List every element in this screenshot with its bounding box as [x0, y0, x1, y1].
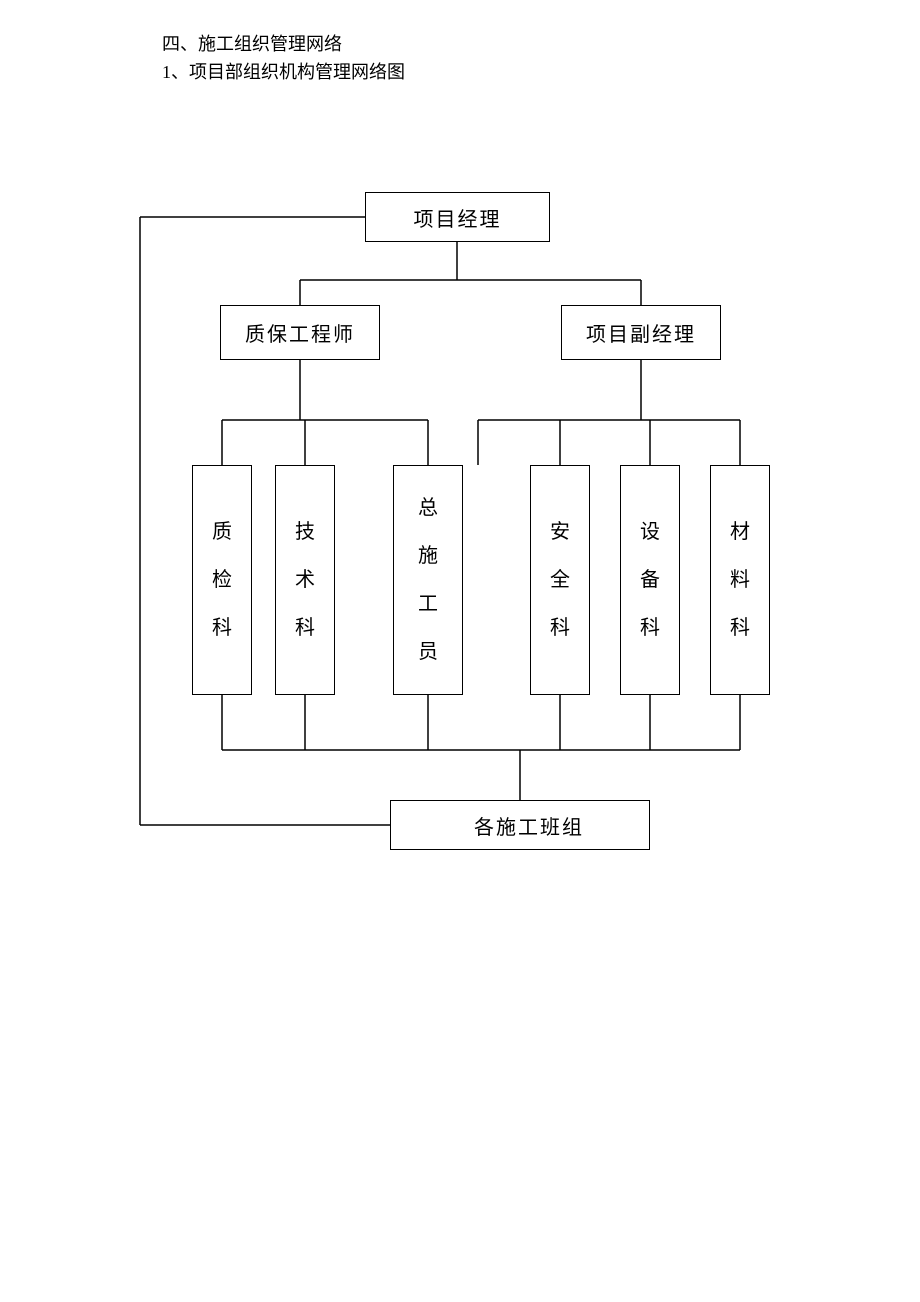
node-qc_dept: 质检科: [192, 465, 252, 695]
node-tech_dept: 技术科: [275, 465, 335, 695]
node-material: 材料科: [710, 465, 770, 695]
subsection-heading: 1、项目部组织机构管理网络图: [162, 58, 405, 84]
node-teams: 各施工班组: [390, 800, 650, 850]
node-safety: 安全科: [530, 465, 590, 695]
node-root: 项目经理: [365, 192, 550, 242]
node-deputy: 项目副经理: [561, 305, 721, 360]
node-qa_eng: 质保工程师: [220, 305, 380, 360]
section-heading: 四、施工组织管理网络: [162, 30, 342, 56]
node-foreman: 总施工员: [393, 465, 463, 695]
node-equip: 设备科: [620, 465, 680, 695]
